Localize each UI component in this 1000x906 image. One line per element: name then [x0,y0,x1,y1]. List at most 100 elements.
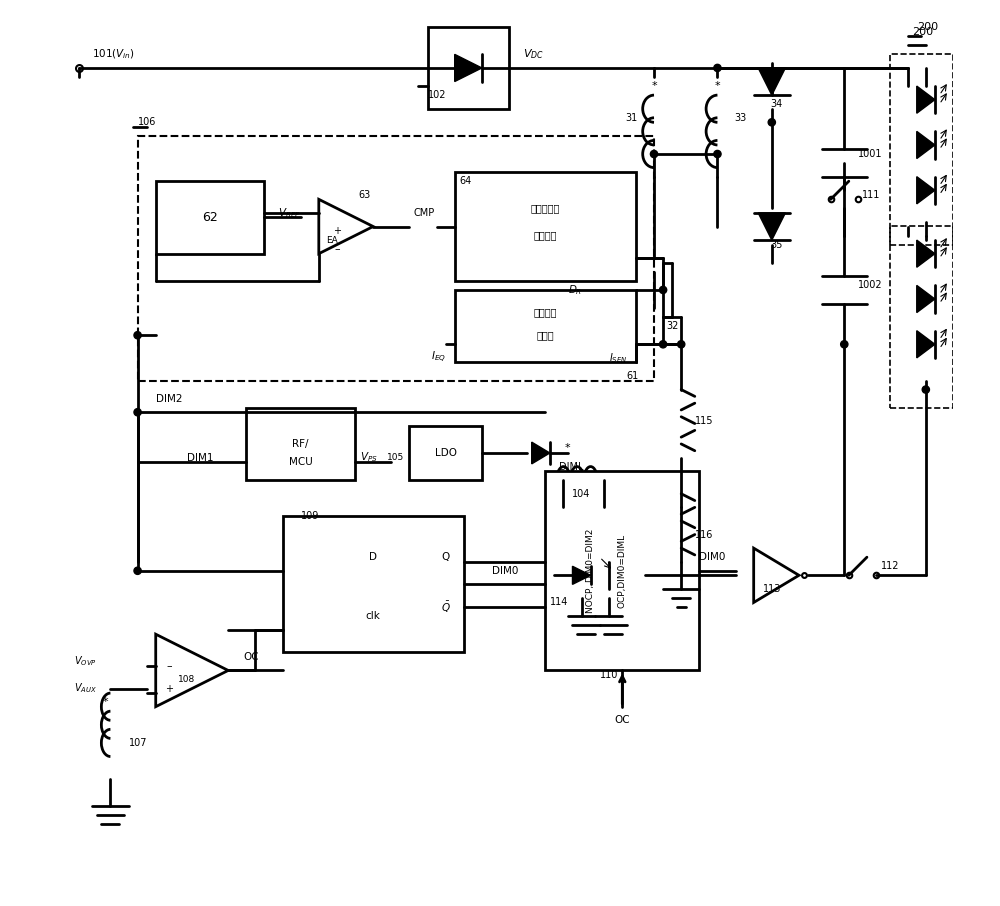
Polygon shape [758,213,785,240]
Circle shape [134,332,141,339]
Bar [545,471,699,670]
Text: 105: 105 [387,453,404,462]
Circle shape [134,409,141,416]
Bar [283,516,464,652]
Polygon shape [917,240,935,267]
Bar [554,525,645,598]
Circle shape [922,386,929,393]
Text: MCU: MCU [289,457,313,467]
Text: LDO: LDO [435,448,457,458]
Text: 111: 111 [862,189,881,200]
Text: 106: 106 [138,117,156,128]
Text: 驱动电路: 驱动电路 [534,230,557,241]
Circle shape [659,341,667,348]
Text: DIM0: DIM0 [699,552,726,563]
Circle shape [768,119,775,126]
Text: clk: clk [366,611,381,622]
Bar [890,54,953,245]
Text: 104: 104 [572,488,591,499]
Text: 输出电流: 输出电流 [534,307,557,318]
Text: $D_R$: $D_R$ [568,283,582,297]
Text: *: * [103,697,109,708]
Text: 102: 102 [428,90,446,101]
Text: –: – [166,660,172,671]
Text: 115: 115 [695,416,713,427]
Text: $\bar{Q}$: $\bar{Q}$ [441,600,451,614]
Text: 计算器: 计算器 [536,330,554,341]
Text: *: * [715,81,720,92]
Text: $V_{DC}$: $V_{DC}$ [523,47,544,62]
Text: OC: OC [614,715,630,726]
Text: 108: 108 [178,675,196,684]
Text: 116: 116 [695,529,713,540]
Text: $V_{OVP}$: $V_{OVP}$ [74,654,97,669]
Text: Q: Q [442,552,450,563]
Text: D: D [369,552,377,563]
Bar [890,226,953,408]
Polygon shape [917,177,935,204]
Text: $V_{AUX}$: $V_{AUX}$ [74,681,97,696]
Text: DIM0: DIM0 [492,565,518,576]
Polygon shape [455,54,482,82]
Text: +: + [333,226,341,236]
Text: –: – [334,244,340,255]
Text: *: * [651,81,657,92]
Text: 114: 114 [550,597,568,608]
Text: OC: OC [243,651,259,662]
Circle shape [714,64,721,72]
Polygon shape [917,331,935,358]
Bar [138,136,654,381]
Text: 110: 110 [600,670,618,680]
Circle shape [678,341,685,348]
Text: CMP: CMP [414,207,435,218]
Circle shape [650,150,658,158]
Text: 逻辑控制及: 逻辑控制及 [531,203,560,214]
Text: 35: 35 [770,239,783,250]
Text: 113: 113 [763,583,781,594]
Polygon shape [532,442,550,464]
Text: 62: 62 [202,211,218,224]
Text: 34: 34 [770,99,782,110]
Text: 32: 32 [666,321,678,332]
Bar [428,27,509,109]
Text: 33: 33 [734,112,746,123]
Text: 31: 31 [625,112,637,123]
Text: $I_{SEN}$: $I_{SEN}$ [609,351,627,365]
Text: RF/: RF/ [292,439,309,449]
Text: 200: 200 [917,22,938,33]
Text: 107: 107 [129,737,147,748]
Polygon shape [917,131,935,159]
Polygon shape [572,566,591,584]
Text: NOCP, DIM0=DIM2: NOCP, DIM0=DIM2 [586,528,595,613]
Text: OCP,DIM0=DIML: OCP,DIM0=DIML [618,534,627,608]
Text: 200: 200 [912,26,933,37]
Circle shape [134,567,141,574]
Polygon shape [917,86,935,113]
Text: DIML: DIML [559,461,583,472]
Text: 101($V_{in}$): 101($V_{in}$) [92,47,135,62]
Text: 1002: 1002 [858,280,882,291]
Polygon shape [758,68,785,95]
Bar [455,172,636,281]
Polygon shape [917,285,935,313]
Text: $I_{EQ}$: $I_{EQ}$ [431,351,446,365]
Text: 109: 109 [301,511,319,522]
Text: 63: 63 [358,189,370,200]
Text: 112: 112 [881,561,899,572]
Text: DIM1: DIM1 [187,452,214,463]
Text: $V_{REF}$: $V_{REF}$ [278,206,301,220]
Text: +: + [165,683,173,694]
Circle shape [659,286,667,294]
Circle shape [841,341,848,348]
Bar [156,181,264,254]
Text: DIM2: DIM2 [156,393,182,404]
Bar [409,426,482,480]
Bar [455,290,636,362]
Bar [246,408,355,480]
Text: *: * [565,443,571,454]
Circle shape [714,150,721,158]
Text: $V_{PS}$: $V_{PS}$ [360,450,377,465]
Text: 64: 64 [459,176,471,187]
Text: 1001: 1001 [858,149,882,159]
Text: 61: 61 [627,371,639,381]
